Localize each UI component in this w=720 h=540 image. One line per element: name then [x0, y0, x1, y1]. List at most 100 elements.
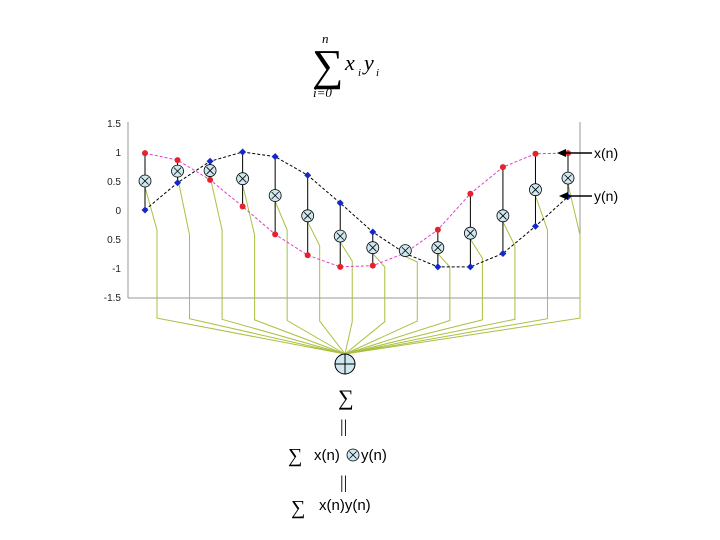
multiply-stroke	[303, 212, 312, 220]
multiply-stroke	[271, 191, 279, 200]
line2-sigma: ∑	[291, 497, 305, 519]
multiply-stroke	[564, 174, 572, 182]
point-x	[532, 150, 539, 157]
y-tick-label: -1.5	[104, 293, 122, 304]
connector-line	[344, 253, 386, 355]
summation-formula: n ∑ i=0 x i y i	[312, 31, 379, 100]
point-y	[336, 199, 344, 207]
connector-line	[344, 253, 451, 355]
connector-line	[344, 183, 581, 355]
point-x	[304, 252, 311, 259]
legend-y-arrowhead	[559, 192, 568, 200]
point-y	[304, 171, 312, 179]
formula-y: y	[362, 50, 374, 75]
multiply-icon	[171, 164, 184, 178]
line2-text: x(n)y(n)	[319, 497, 371, 514]
point-y	[499, 250, 507, 257]
y-tick-label: 0.5	[107, 177, 121, 188]
plot-area: 1.5 1 0.5 0 0.5 -1 -1.5	[104, 119, 581, 304]
bottom-equations: ∑ || ∑ x(n) y(n) || ∑ x(n)y(n)	[288, 385, 387, 519]
multiply-markers	[138, 164, 575, 258]
legend-x-label: x(n)	[594, 145, 618, 161]
formula-lower-limit: i=0	[313, 85, 332, 100]
multiply-icon	[203, 164, 217, 177]
point-y	[271, 153, 279, 161]
formula-upper-limit: n	[322, 31, 329, 46]
bottom-equals-1: ||	[340, 416, 347, 436]
series-lines	[144, 151, 569, 268]
connector-line	[177, 177, 346, 355]
connector-line	[242, 184, 346, 355]
multiply-stroke	[141, 177, 149, 185]
series-line-y	[144, 151, 569, 268]
multiply-stroke	[531, 185, 540, 194]
multiply-stroke	[173, 167, 182, 175]
point-x	[239, 203, 246, 210]
legend-y: y(n)	[559, 188, 618, 204]
point-x	[174, 157, 181, 164]
bottom-equals-2: ||	[340, 472, 347, 492]
multiply-icon	[268, 189, 282, 202]
y-tick-label: 1	[115, 148, 121, 159]
point-x	[467, 190, 474, 197]
connector-line	[274, 201, 346, 355]
y-tick-label: 0.5	[107, 235, 121, 246]
legend: x(n) y(n)	[557, 145, 618, 204]
connector-lines	[144, 176, 581, 355]
multiply-icon	[431, 241, 445, 255]
point-y	[141, 206, 149, 214]
connector-line	[307, 221, 346, 355]
point-x	[272, 231, 279, 238]
point-x	[142, 150, 148, 157]
multiply-icon	[529, 183, 542, 197]
connector-line	[144, 186, 346, 355]
point-y	[531, 222, 539, 230]
point-x	[499, 164, 506, 171]
point-y	[434, 263, 442, 271]
y-tick-label: 0	[115, 206, 121, 217]
multiply-icon	[366, 241, 380, 255]
sum-node	[334, 353, 356, 375]
formula-x-subscript: i	[358, 67, 361, 79]
bottom-sigma: ∑	[338, 385, 354, 410]
connector-line	[339, 241, 353, 355]
multiply-stroke	[238, 174, 247, 183]
point-x	[337, 263, 344, 270]
y-tick-label: -1	[112, 264, 121, 275]
multiply-stroke	[368, 243, 377, 252]
multiply-icon	[398, 244, 412, 258]
point-y	[206, 157, 214, 165]
formula-sum-symbol: ∑	[312, 41, 343, 90]
line1-multiply-icon	[346, 448, 360, 462]
connector-line	[344, 195, 548, 355]
connector-line	[344, 256, 418, 355]
multiply-stroke	[206, 166, 214, 175]
line1-x: x(n)	[314, 447, 340, 464]
formula-x: x	[344, 50, 355, 75]
legend-y-label: y(n)	[594, 188, 618, 204]
multiply-icon	[138, 174, 152, 188]
multiply-icon	[236, 172, 250, 186]
point-y	[369, 228, 377, 236]
multiply-stroke	[401, 246, 410, 255]
multiply-stroke	[466, 229, 475, 237]
legend-x-arrowhead	[557, 149, 566, 157]
line1-sigma: ∑	[288, 445, 302, 467]
multiply-stroke	[499, 212, 507, 220]
multiply-icon	[333, 229, 347, 243]
point-y	[174, 179, 182, 187]
multiply-stroke	[336, 232, 345, 240]
multiply-icon	[463, 226, 477, 240]
connector-line	[344, 238, 483, 355]
point-x	[434, 226, 441, 233]
y-tick-label: 1.5	[107, 119, 121, 130]
formula-y-subscript: i	[376, 67, 379, 79]
multiply-icon	[561, 171, 575, 185]
point-x	[369, 262, 376, 269]
point-y	[466, 263, 474, 271]
multiply-stroke	[434, 243, 442, 252]
point-y	[239, 148, 247, 156]
multiply-icon	[496, 209, 510, 223]
series-line-x	[144, 152, 569, 268]
